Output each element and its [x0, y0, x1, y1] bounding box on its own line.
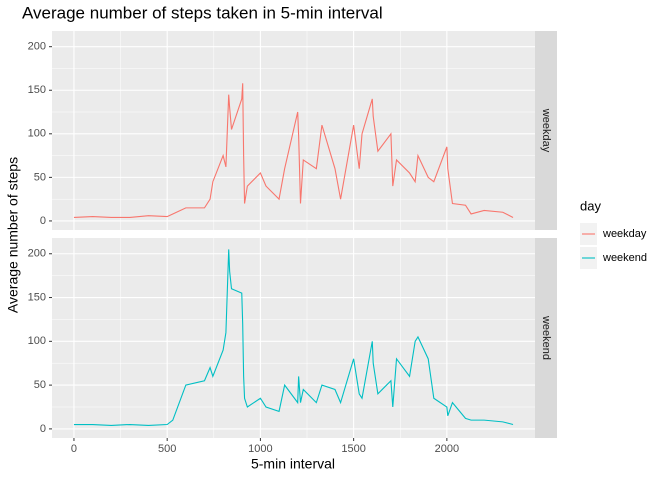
strip-label: weekday [540, 108, 552, 153]
y-tick-label: 50 [34, 171, 46, 183]
strip-label: weekend [540, 315, 552, 360]
y-tick-label: 0 [40, 215, 46, 227]
y-tick-label: 200 [28, 248, 46, 260]
x-tick-label: 1500 [341, 443, 365, 455]
chart-title: Average number of steps taken in 5-min i… [22, 3, 383, 22]
x-tick-label: 2000 [435, 443, 459, 455]
legend-label: weekend [602, 252, 647, 264]
strip-background [535, 238, 557, 438]
legend-label: weekday [602, 228, 647, 240]
y-tick-label: 200 [28, 41, 46, 53]
strip-background [535, 31, 557, 230]
panel-background [52, 238, 535, 438]
x-tick-label: 1000 [248, 443, 272, 455]
legend-title: day [580, 198, 601, 213]
y-tick-label: 150 [28, 291, 46, 303]
x-tick-label: 500 [158, 443, 176, 455]
y-axis-title: Average number of steps [5, 157, 21, 313]
line [73, 83, 514, 219]
y-tick-label: 100 [28, 128, 46, 140]
x-tick-label: 0 [71, 443, 77, 455]
line [73, 249, 514, 426]
y-tick-label: 100 [28, 335, 46, 347]
y-tick-label: 150 [28, 84, 46, 96]
y-tick-label: 0 [40, 423, 46, 435]
x-axis-title: 5-min interval [251, 456, 335, 472]
y-tick-label: 50 [34, 379, 46, 391]
